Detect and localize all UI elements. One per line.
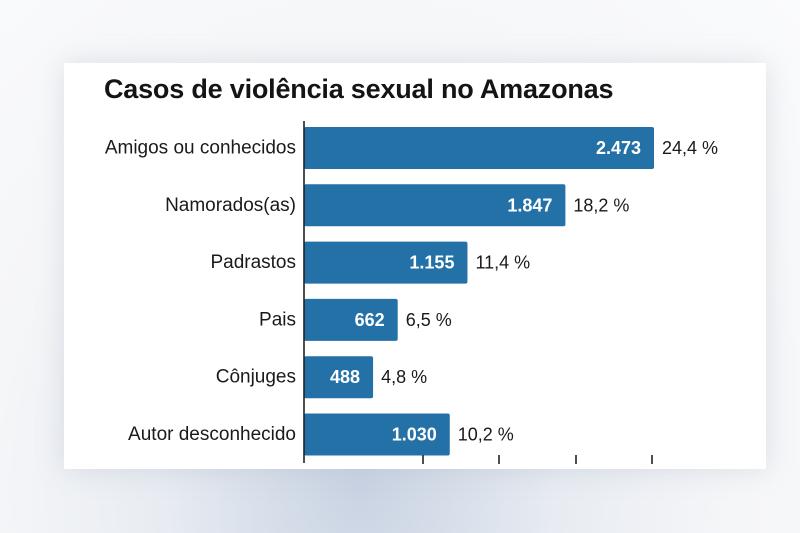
percent-label: 10,2 % [458, 425, 514, 445]
category-label: Padrastos [210, 252, 296, 273]
bar-value-label: 2.473 [596, 138, 641, 158]
percent-label: 18,2 % [573, 195, 629, 215]
percent-label: 6,5 % [406, 310, 452, 330]
bar [304, 127, 654, 169]
bar-value-label: 1.030 [392, 425, 437, 445]
category-label: Pais [259, 309, 296, 330]
bar [304, 413, 450, 456]
percent-label: 24,4 % [662, 138, 718, 158]
bar-value-label: 1.847 [507, 195, 552, 215]
bar [304, 241, 468, 284]
bar-value-label: 662 [355, 310, 385, 330]
bar [304, 184, 566, 227]
bar-value-label: 488 [330, 367, 360, 387]
bar [304, 356, 374, 399]
percent-label: 11,4 % [475, 253, 530, 273]
category-label: Namorados(as) [165, 195, 296, 216]
percent-label: 4,8 % [381, 367, 427, 387]
category-label: Amigos ou conhecidos [105, 138, 296, 159]
category-label: Autor desconhecido [128, 424, 296, 445]
category-label: Cônjuges [216, 367, 296, 388]
chart-title: Casos de violência sexual no Amazonas [104, 74, 614, 104]
bar-value-label: 1.155 [409, 253, 454, 273]
bar [304, 298, 398, 341]
